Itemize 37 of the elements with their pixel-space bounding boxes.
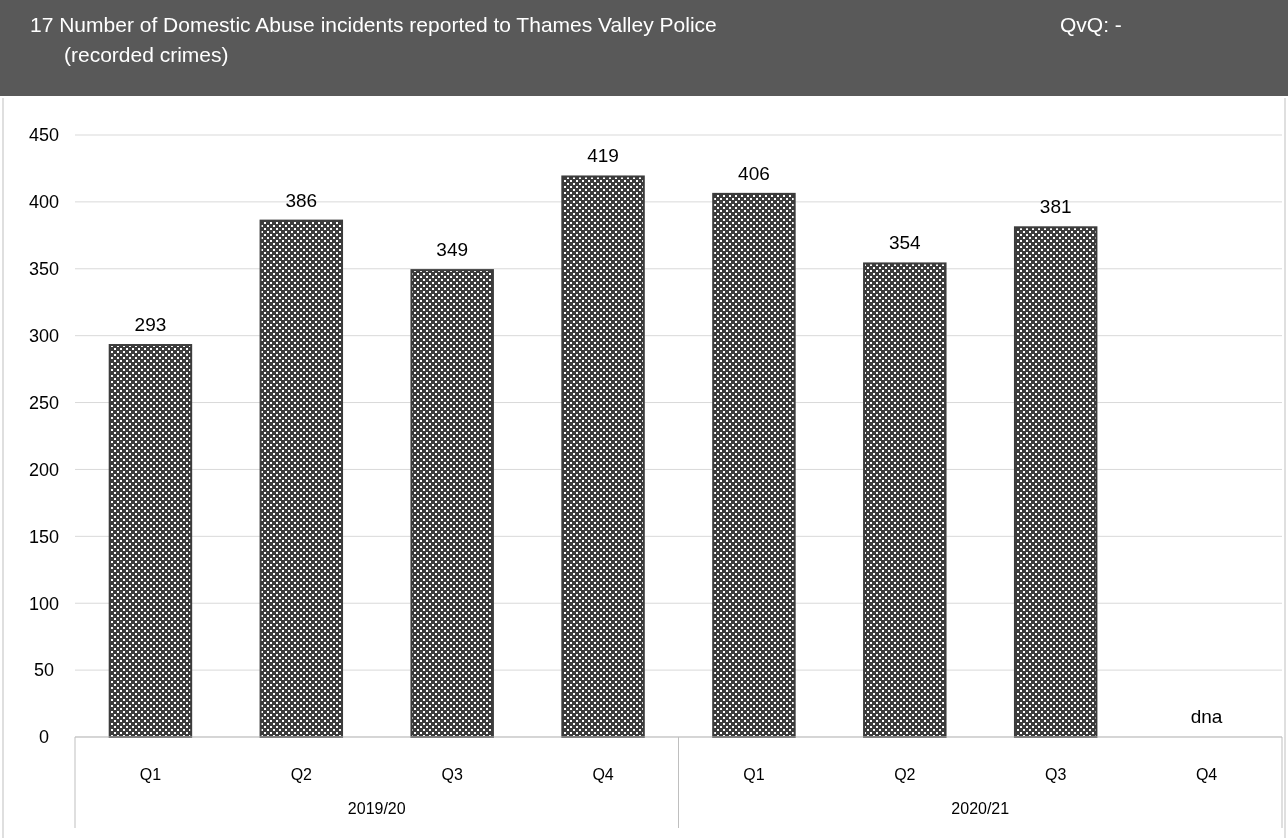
data-label: 381 — [1039, 196, 1072, 218]
data-label: 349 — [436, 239, 469, 261]
y-tick-label: 150 — [28, 526, 60, 547]
y-tick-label: 300 — [28, 325, 60, 346]
x-tick-label: Q3 — [1045, 766, 1067, 783]
x-tick-label: Q2 — [290, 766, 313, 783]
data-label: 406 — [738, 162, 770, 184]
y-tick-label: 250 — [28, 392, 60, 413]
text: dna — [1190, 706, 1223, 727]
y-tick-label: 50 — [33, 660, 55, 681]
text: 2020/21 — [951, 800, 1010, 817]
bar — [561, 175, 645, 738]
y-tick-label: 350 — [28, 259, 60, 280]
bar — [863, 262, 947, 738]
x-tick-label: Q1 — [743, 766, 765, 783]
x-tick-label: Q2 — [894, 766, 916, 783]
x-tick-label: Q3 — [441, 766, 463, 783]
text: QvQ: - — [1060, 13, 1122, 36]
text: 2019/20 — [347, 800, 406, 817]
data-label: 419 — [587, 145, 619, 167]
y-tick-label: 200 — [28, 459, 60, 480]
bar — [712, 192, 796, 738]
y-tick-label: 0 — [38, 727, 50, 748]
x-tick-label: Q4 — [592, 766, 614, 783]
bar — [108, 344, 193, 738]
bar — [259, 219, 344, 738]
x-tick-label: Q1 — [139, 766, 162, 783]
y-tick-label: 450 — [28, 125, 60, 146]
y-tick-label: 100 — [28, 593, 60, 614]
chart-title: 17 Number of Domestic Abuse incidents reported to Thames Valley Police (recorded crimes) — [30, 13, 717, 66]
x-tick-label: Q4 — [1195, 766, 1218, 783]
bar — [410, 269, 494, 738]
data-label: 293 — [134, 314, 167, 336]
data-label: 386 — [285, 189, 318, 211]
bar — [1013, 226, 1098, 738]
data-label: 354 — [888, 232, 922, 254]
y-tick-label: 400 — [28, 192, 60, 213]
